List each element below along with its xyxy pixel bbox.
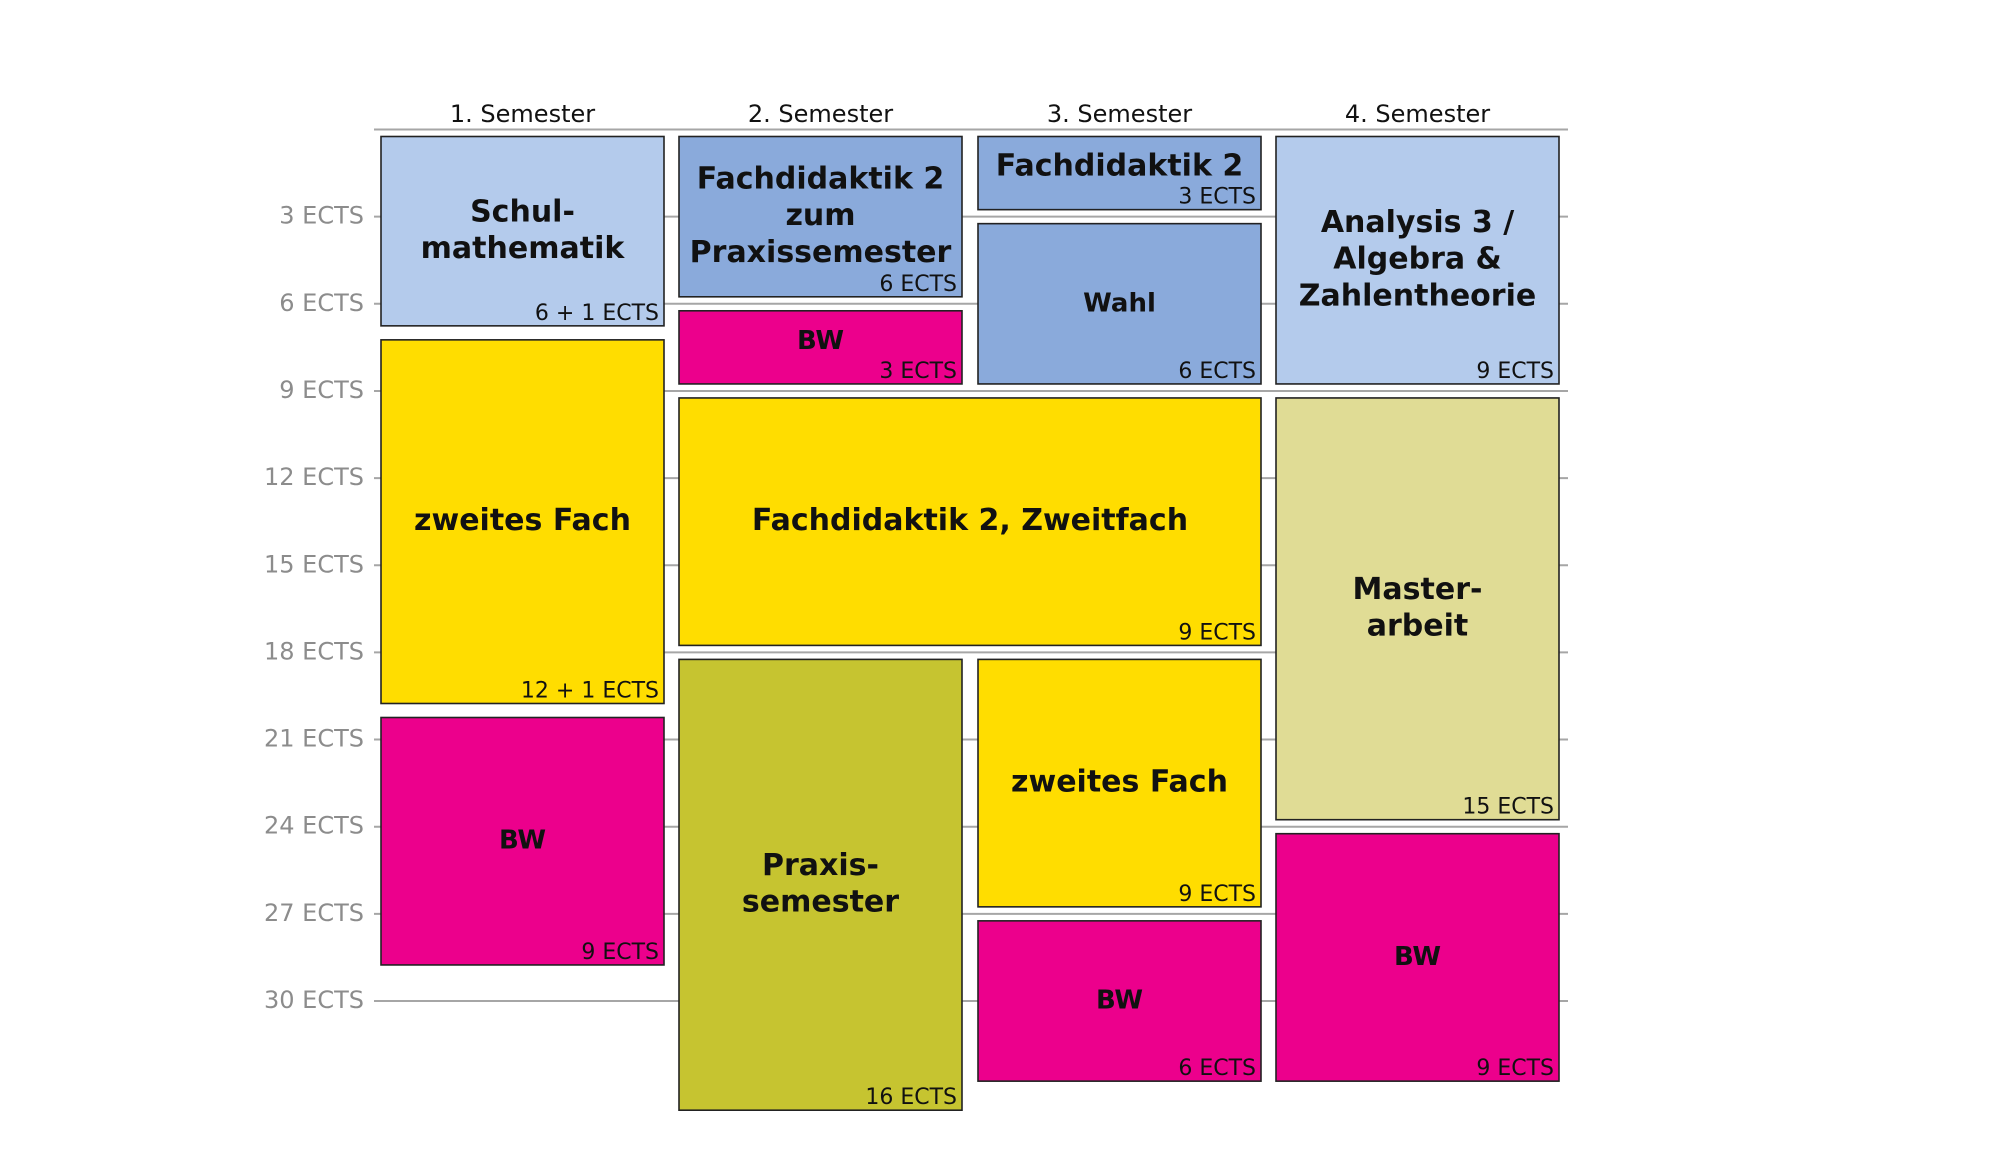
module-title: BW — [797, 326, 844, 356]
module-title: Wahl — [1083, 288, 1156, 318]
module-title: zum — [785, 198, 855, 233]
module-title: Fachdidaktik 2 — [697, 162, 944, 197]
module-box — [380, 716, 665, 966]
module-title: BW — [1394, 942, 1441, 972]
module-ects: 9 ECTS — [1178, 882, 1256, 907]
y-axis: 3 ECTS 6 ECTS 9 ECTS 12 ECTS 15 ECTS 18 ECTS 2… — [264, 202, 364, 1014]
module-block: BW 9 ECTS — [1275, 832, 1560, 1082]
module-box — [977, 135, 1262, 211]
module-title: Master- — [1353, 572, 1483, 607]
module-block: BW 6 ECTS — [977, 920, 1262, 1082]
module-block: BW 3 ECTS — [678, 309, 963, 385]
module-ects: 6 + 1 ECTS — [535, 301, 659, 326]
module-title: Algebra & — [1333, 242, 1501, 277]
module-block: Wahl 6 ECTS — [977, 222, 1262, 385]
module-box — [380, 135, 665, 327]
module-title: Praxis- — [762, 848, 879, 883]
module-ects: 16 ECTS — [865, 1085, 957, 1110]
module-title: BW — [499, 826, 546, 856]
module-ects: 9 ECTS — [1178, 620, 1256, 645]
module-ects: 6 ECTS — [1178, 1056, 1256, 1081]
semester-label: 4. Semester — [1345, 100, 1490, 128]
y-tick-label: 3 ECTS — [279, 202, 364, 230]
module-title: BW — [1096, 986, 1143, 1016]
module-box — [1275, 135, 1560, 385]
semester-label: 1. Semester — [450, 100, 595, 128]
module-box — [678, 309, 963, 385]
semester-label: 2. Semester — [748, 100, 893, 128]
module-block: zweites Fach 9 ECTS — [977, 658, 1262, 908]
module-box — [977, 222, 1262, 385]
module-block: BW 9 ECTS — [380, 716, 665, 966]
module-ects: 6 ECTS — [879, 272, 957, 297]
module-block: Master-arbeit 15 ECTS — [1275, 397, 1560, 821]
module-title: Fachdidaktik 2, Zweitfach — [752, 503, 1188, 538]
module-title: arbeit — [1367, 609, 1468, 644]
module-box — [678, 658, 963, 1112]
module-block: Analysis 3 /Algebra &Zahlentheorie 9 ECTS — [1275, 135, 1560, 385]
module-title: mathematik — [421, 231, 626, 266]
module-box — [1275, 397, 1560, 821]
y-tick-label: 18 ECTS — [264, 637, 364, 665]
module-ects: 9 ECTS — [1476, 1056, 1554, 1081]
y-tick-label: 24 ECTS — [264, 812, 364, 840]
module-title: Fachdidaktik 2 — [996, 149, 1243, 184]
module-box — [380, 339, 665, 705]
semester-header: 1. Semester 2. Semester 3. Semester 4. Seme… — [450, 100, 1490, 128]
module-title: Praxissemester — [690, 235, 952, 270]
module-block: Praxis-semester 16 ECTS — [678, 658, 963, 1112]
module-ects: 9 ECTS — [1476, 359, 1554, 384]
module-title: zweites Fach — [1011, 765, 1228, 800]
y-tick-label: 6 ECTS — [279, 289, 364, 317]
y-tick-label: 12 ECTS — [264, 463, 364, 491]
module-ects: 6 ECTS — [1178, 359, 1256, 384]
module-block: Schul-mathematik 6 + 1 ECTS — [380, 135, 665, 327]
y-tick-label: 15 ECTS — [264, 550, 364, 578]
semester-label: 3. Semester — [1047, 100, 1192, 128]
module-box — [977, 658, 1262, 908]
module-ects: 3 ECTS — [1178, 185, 1256, 210]
y-tick-label: 30 ECTS — [264, 986, 364, 1014]
module-box — [678, 135, 963, 298]
module-box — [977, 920, 1262, 1082]
module-ects: 12 + 1 ECTS — [521, 679, 659, 704]
y-tick-label: 9 ECTS — [279, 376, 364, 404]
module-box — [1275, 832, 1560, 1082]
module-ects: 9 ECTS — [581, 940, 659, 965]
modules-layer: Schul-mathematik 6 + 1 ECTS zweites Fach 12… — [380, 135, 1560, 1112]
module-box — [678, 397, 1262, 647]
module-block: Fachdidaktik 2, Zweitfach 9 ECTS — [678, 397, 1262, 647]
module-block: Fachdidaktik 23 ECTS — [977, 135, 1262, 211]
y-tick-label: 21 ECTS — [264, 725, 364, 753]
module-title: Zahlentheorie — [1299, 278, 1536, 313]
module-ects: 3 ECTS — [879, 359, 957, 384]
y-tick-label: 27 ECTS — [264, 899, 364, 927]
module-title: semester — [742, 885, 899, 920]
module-ects: 15 ECTS — [1462, 795, 1554, 820]
module-title: zweites Fach — [414, 503, 631, 538]
module-title: Analysis 3 / — [1321, 205, 1514, 240]
module-title: Schul- — [470, 194, 575, 229]
module-block: zweites Fach 12 + 1 ECTS — [380, 339, 665, 705]
